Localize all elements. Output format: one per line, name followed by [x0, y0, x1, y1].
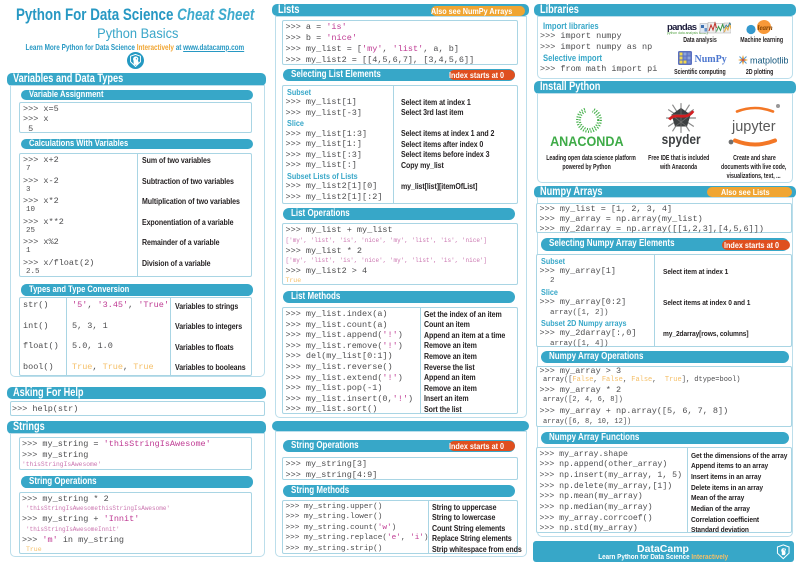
svg-text:pandas: pandas — [667, 22, 697, 33]
svg-text:matplotlib: matplotlib — [750, 56, 788, 66]
svg-text:NumPy: NumPy — [695, 54, 727, 65]
svg-text:python data analysis library: python data analysis library — [667, 31, 708, 35]
svg-text:learn: learn — [758, 24, 773, 32]
svg-text:jupyter: jupyter — [731, 119, 776, 135]
